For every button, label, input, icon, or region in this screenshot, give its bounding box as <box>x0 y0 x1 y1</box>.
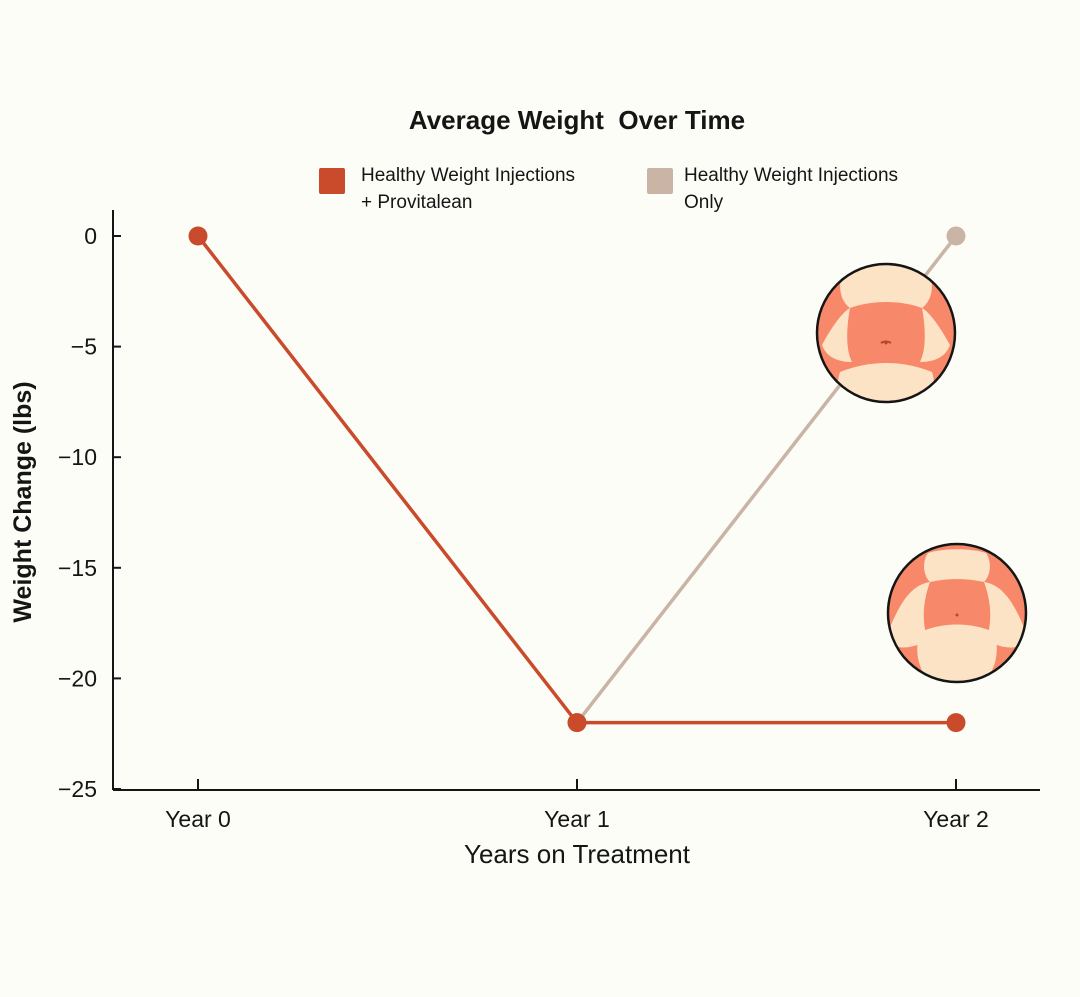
y-tick-label: −5 <box>71 334 97 360</box>
torso-slim-icon <box>888 545 1026 682</box>
torso-fuller-icon <box>817 264 955 402</box>
legend-label-provitalean-line2: + Provitalean <box>361 192 472 213</box>
y-tick-label: −20 <box>58 665 97 691</box>
legend-label-provitalean-line1: Healthy Weight Injections <box>361 165 575 186</box>
legend-swatch-provitalean <box>319 168 345 194</box>
data-point-provitalean <box>188 226 208 246</box>
y-axis-ticks: 0 −5 −10 −15 −20 −25 <box>58 223 121 802</box>
y-tick-label: 0 <box>84 223 97 249</box>
data-point-provitalean <box>567 713 587 733</box>
x-tick-label: Year 1 <box>544 806 610 832</box>
y-tick-label: −25 <box>58 776 97 802</box>
body-before-illustration <box>815 262 957 404</box>
x-axis-ticks: Year 0 Year 1 Year 2 <box>165 779 989 832</box>
legend-label-injections-only-line2: Only <box>684 192 724 213</box>
y-tick-label: −10 <box>58 444 97 470</box>
data-point-injections-only <box>946 226 966 246</box>
legend-label-injections-only-line1: Healthy Weight Injections <box>684 165 898 186</box>
legend: Healthy Weight Injections + Provitalean … <box>319 165 898 213</box>
x-tick-label: Year 2 <box>923 806 989 832</box>
chart-title: Average Weight Over Time <box>409 105 745 135</box>
y-tick-label: −15 <box>58 555 97 581</box>
legend-swatch-injections-only <box>647 168 673 194</box>
x-axis-title: Years on Treatment <box>464 839 691 869</box>
y-axis-title: Weight Change (lbs) <box>9 381 37 622</box>
data-point-provitalean <box>946 713 966 733</box>
x-tick-label: Year 0 <box>165 806 231 832</box>
body-after-illustration <box>886 542 1028 684</box>
